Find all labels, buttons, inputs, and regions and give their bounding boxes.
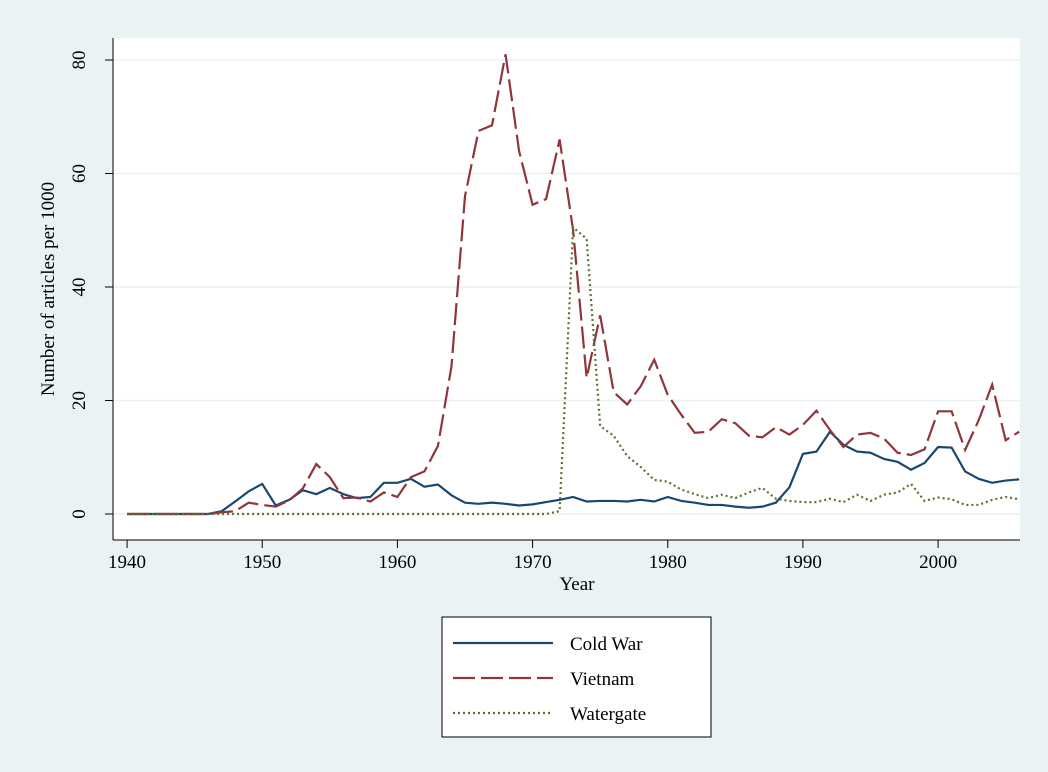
y-tick-label: 0 — [69, 509, 90, 519]
y-tick-label: 40 — [69, 278, 90, 297]
series-line — [127, 54, 1020, 516]
y-tick-label: 20 — [69, 391, 90, 410]
y-tick-label: 60 — [69, 164, 90, 183]
x-tick-label: 2000 — [919, 552, 957, 573]
x-axis-label: Year — [559, 574, 595, 595]
x-tick-label: 1970 — [514, 552, 552, 573]
legend-label: Watergate — [570, 704, 646, 725]
series-line — [127, 225, 1020, 516]
legend-label: Vietnam — [570, 669, 635, 690]
y-tick-label: 80 — [69, 51, 90, 70]
x-tick-label: 1990 — [784, 552, 822, 573]
x-tick-label: 1950 — [243, 552, 281, 573]
x-tick-label: 1960 — [378, 552, 416, 573]
legend-label: Cold War — [570, 634, 643, 655]
plot-area — [113, 38, 1020, 540]
y-axis-label: Number of articles per 1000 — [38, 182, 59, 396]
x-tick-label: 1980 — [649, 552, 687, 573]
x-tick-label: 1940 — [108, 552, 146, 573]
